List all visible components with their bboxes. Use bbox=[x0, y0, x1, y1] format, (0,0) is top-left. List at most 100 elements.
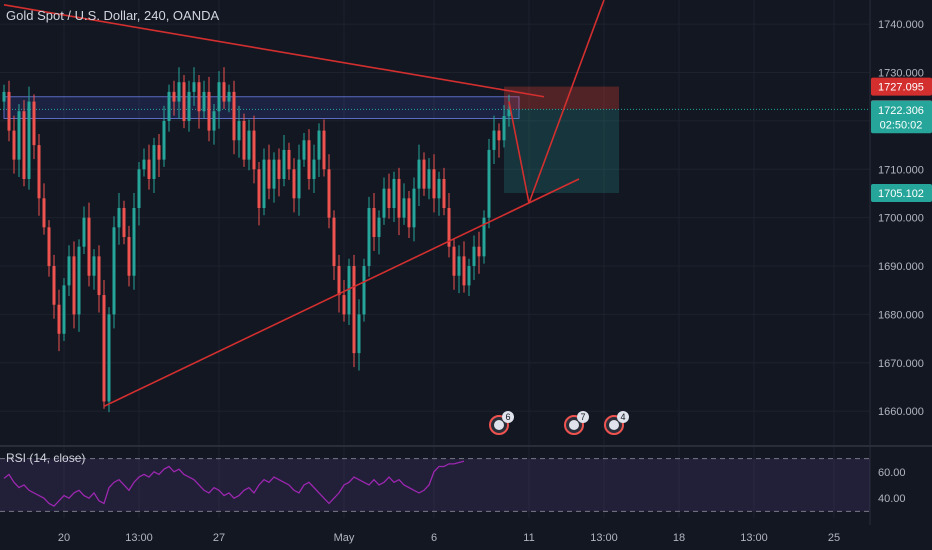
trendline bbox=[3, 4, 545, 98]
events-layer: 6 7 4 bbox=[489, 411, 629, 435]
candle-body bbox=[377, 217, 381, 238]
price-badge bbox=[871, 115, 932, 134]
price-tick-label: 1670.000 bbox=[878, 358, 924, 370]
candle-body bbox=[117, 207, 121, 228]
candle-body bbox=[467, 266, 471, 286]
price-axis: 1660.000 1670.000 1680.000 1690.000 1700.000… bbox=[878, 19, 924, 418]
candle-body bbox=[32, 101, 36, 146]
price-tick-label: 1700.000 bbox=[878, 213, 924, 225]
candle-body bbox=[47, 227, 51, 267]
candle-body bbox=[37, 145, 41, 199]
candle-body bbox=[462, 256, 466, 286]
candle-body bbox=[27, 101, 31, 179]
candle-body bbox=[267, 159, 271, 189]
candle-body bbox=[242, 120, 246, 160]
time-tick-label: 13:00 bbox=[740, 532, 768, 544]
rsi-line bbox=[3, 460, 465, 507]
candle-body bbox=[112, 227, 116, 315]
price-badge-label: 1705.102 bbox=[878, 188, 924, 200]
take-profit-zone bbox=[504, 109, 619, 193]
candle-body bbox=[407, 198, 411, 228]
candle-body bbox=[447, 207, 451, 247]
candle-body bbox=[172, 91, 176, 102]
candle-body bbox=[12, 130, 16, 160]
candle-body bbox=[457, 256, 461, 276]
candle-body bbox=[167, 91, 171, 121]
candle-body bbox=[502, 116, 506, 141]
candle-body bbox=[7, 91, 11, 131]
candle-body bbox=[357, 314, 361, 354]
candle-body bbox=[442, 178, 446, 208]
candle-body bbox=[427, 169, 431, 189]
time-tick-label: 25 bbox=[828, 532, 840, 544]
candle-body bbox=[97, 256, 101, 296]
candle-body bbox=[312, 159, 316, 179]
candle-body bbox=[152, 145, 156, 179]
candle-body bbox=[262, 159, 266, 208]
event-count-badge bbox=[617, 411, 629, 423]
candle-body bbox=[177, 82, 181, 102]
event-flag-inner bbox=[494, 420, 504, 430]
price-tick-label: 1680.000 bbox=[878, 309, 924, 321]
candle-body bbox=[327, 169, 331, 218]
candle-body bbox=[342, 295, 346, 315]
candle-body bbox=[432, 169, 436, 199]
candle-body bbox=[492, 130, 496, 150]
candle-body bbox=[22, 111, 26, 179]
candle-body bbox=[72, 256, 76, 315]
event-flag-inner bbox=[609, 420, 619, 430]
price-badge bbox=[871, 183, 932, 202]
price-tick-label: 1710.000 bbox=[878, 164, 924, 176]
candle-body bbox=[77, 246, 81, 315]
chart-title: Gold Spot / U.S. Dollar, 240, OANDA bbox=[6, 8, 220, 23]
candle-body bbox=[187, 91, 191, 121]
candle-body bbox=[482, 217, 486, 257]
candle-body bbox=[472, 246, 476, 267]
candle-body bbox=[382, 188, 386, 218]
candle-body bbox=[317, 130, 321, 160]
candle-body bbox=[122, 207, 126, 238]
event-count-badge bbox=[502, 411, 514, 423]
candle-body bbox=[417, 159, 421, 189]
time-tick-label: 27 bbox=[213, 532, 225, 544]
candle-body bbox=[147, 159, 151, 179]
candle-body bbox=[127, 237, 131, 276]
candle-body bbox=[202, 91, 206, 112]
candle-body bbox=[82, 217, 86, 247]
candle-body bbox=[17, 111, 21, 160]
candle-body bbox=[297, 159, 301, 199]
price-badge bbox=[871, 77, 932, 96]
candle-body bbox=[322, 130, 326, 170]
candle-body bbox=[62, 285, 66, 334]
price-badge bbox=[871, 100, 932, 119]
candle-body bbox=[92, 256, 96, 276]
time-tick-label: 20 bbox=[58, 532, 70, 544]
trendlines-layer bbox=[3, 0, 605, 408]
rsi-band-fill bbox=[0, 458, 870, 512]
rsi-pane: 60.00 40.00 bbox=[0, 458, 906, 512]
candle-body bbox=[137, 169, 141, 208]
grid bbox=[0, 0, 932, 525]
candle-body bbox=[437, 178, 441, 199]
candle-body bbox=[182, 82, 186, 121]
price-tick-label: 1730.000 bbox=[878, 68, 924, 80]
event-count: 4 bbox=[620, 412, 625, 422]
trendline bbox=[508, 101, 530, 204]
rsi-tick-label: 60.00 bbox=[878, 467, 906, 479]
event-flag-inner bbox=[569, 420, 579, 430]
candle-body bbox=[477, 246, 481, 257]
candle-body bbox=[87, 217, 91, 276]
candle-body bbox=[347, 266, 351, 315]
candle-body bbox=[507, 109, 511, 117]
candle-body bbox=[222, 82, 226, 102]
candle-body bbox=[487, 149, 491, 218]
candle-body bbox=[332, 217, 336, 267]
candle-body bbox=[247, 130, 251, 160]
candle-body bbox=[287, 149, 291, 170]
candle-body bbox=[42, 198, 46, 228]
candle-body bbox=[197, 82, 201, 112]
candle-body bbox=[272, 159, 276, 189]
candle-body bbox=[102, 295, 106, 402]
candle-body bbox=[372, 207, 376, 238]
